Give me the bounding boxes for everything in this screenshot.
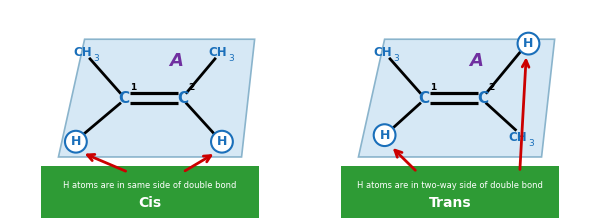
Text: H: H bbox=[379, 129, 390, 142]
Text: 2: 2 bbox=[189, 83, 195, 92]
Text: 2: 2 bbox=[489, 83, 495, 92]
Text: C: C bbox=[177, 91, 188, 106]
Text: Cis: Cis bbox=[139, 196, 161, 210]
Text: CH: CH bbox=[208, 46, 227, 59]
Text: 1: 1 bbox=[130, 83, 136, 92]
FancyBboxPatch shape bbox=[341, 166, 559, 218]
Text: CH: CH bbox=[508, 131, 527, 144]
Text: 3: 3 bbox=[93, 54, 99, 63]
Text: CH: CH bbox=[373, 46, 392, 59]
Text: H atoms are in two-way side of double bond: H atoms are in two-way side of double bo… bbox=[357, 181, 543, 190]
Text: CH: CH bbox=[73, 46, 92, 59]
Text: Trans: Trans bbox=[428, 196, 472, 210]
FancyBboxPatch shape bbox=[41, 166, 259, 218]
Polygon shape bbox=[358, 39, 554, 157]
Circle shape bbox=[211, 131, 233, 153]
Text: 1: 1 bbox=[430, 83, 436, 92]
Text: A: A bbox=[169, 52, 183, 70]
Text: 3: 3 bbox=[228, 54, 234, 63]
Text: 3: 3 bbox=[393, 54, 399, 63]
Text: A: A bbox=[469, 52, 483, 70]
Circle shape bbox=[374, 124, 395, 146]
Text: C: C bbox=[118, 91, 130, 106]
Text: C: C bbox=[418, 91, 430, 106]
Circle shape bbox=[518, 33, 539, 54]
Text: H: H bbox=[71, 135, 81, 148]
Text: H: H bbox=[523, 37, 533, 50]
Circle shape bbox=[65, 131, 87, 153]
Text: H: H bbox=[217, 135, 227, 148]
Text: C: C bbox=[477, 91, 488, 106]
Polygon shape bbox=[58, 39, 254, 157]
Text: H atoms are in same side of double bond: H atoms are in same side of double bond bbox=[64, 181, 236, 190]
Text: 3: 3 bbox=[528, 139, 534, 148]
